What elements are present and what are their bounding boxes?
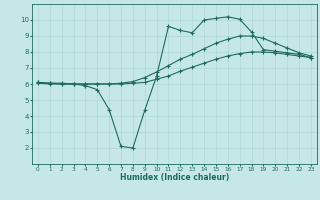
X-axis label: Humidex (Indice chaleur): Humidex (Indice chaleur) bbox=[120, 173, 229, 182]
